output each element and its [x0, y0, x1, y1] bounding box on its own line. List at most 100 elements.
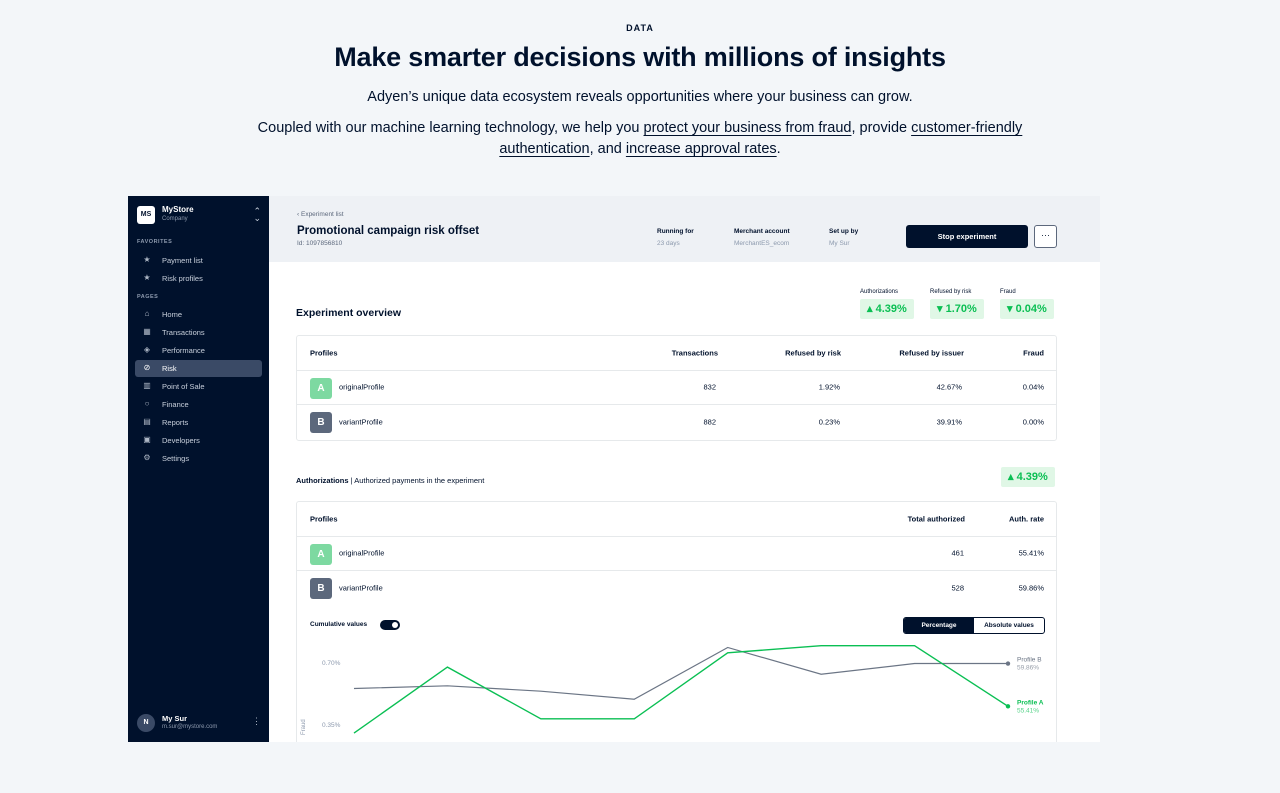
sidebar-item-settings[interactable]: ⚙ Settings: [135, 450, 262, 467]
kpi-label: Refused by risk: [930, 289, 972, 295]
kpi-refused-by-risk: Refused by risk ▾ 1.70%: [930, 289, 984, 319]
sidebar-item-transactions[interactable]: ▦ Transactions: [135, 324, 262, 341]
home-icon: ⌂: [144, 309, 150, 318]
auth-rate-cell: 55.41%: [1018, 548, 1044, 558]
meta-key: Set up by: [829, 228, 859, 235]
back-link[interactable]: ‹ Experiment list: [297, 211, 344, 218]
protect-fraud-link[interactable]: protect your business from fraud: [643, 120, 852, 136]
sidebar-item-performance[interactable]: ◈ Performance: [135, 342, 262, 359]
profile-badge: B: [310, 412, 332, 433]
sidebar-item-developers[interactable]: ▣ Developers: [135, 432, 262, 449]
star-icon: ★: [143, 273, 151, 282]
kpi-value: ▴ 4.39%: [1001, 467, 1055, 487]
stop-experiment-button[interactable]: Stop experiment: [906, 225, 1028, 248]
sidebar-item-risk-profiles[interactable]: ★ Risk profiles: [135, 270, 262, 287]
experiment-id: Id: 1097856810: [297, 240, 343, 247]
kpi-label: Fraud: [1000, 289, 1016, 295]
column-header: Refused by issuer: [899, 348, 964, 358]
series-line-profile-b: [353, 646, 1008, 700]
sidebar-item-label: Finance: [162, 400, 189, 409]
profile-name: variantProfile: [339, 417, 383, 427]
sidebar-item-risk[interactable]: ⊘ Risk: [135, 360, 262, 377]
series-name-label: Profile A: [1017, 699, 1044, 706]
sidebar-item-label: Settings: [162, 454, 190, 463]
refused-issuer-cell: 42.67%: [936, 382, 962, 392]
kpi-value: ▴ 4.39%: [860, 299, 914, 319]
store-type: Company: [162, 216, 188, 222]
document-icon: ▤: [143, 417, 151, 426]
chart-panel: Cumulative values Percentage Absolute va…: [296, 605, 1057, 742]
section-eyebrow: DATA: [626, 23, 654, 33]
profile-name: originalProfile: [339, 382, 385, 392]
series-line-profile-a: [353, 645, 1009, 734]
profile-badge: A: [310, 543, 332, 565]
approval-rates-link[interactable]: increase approval rates: [625, 141, 777, 157]
sidebar-item-label: Risk profiles: [162, 274, 203, 283]
transactions-cell: 832: [703, 382, 716, 392]
absolute-values-option[interactable]: Absolute values: [984, 622, 1034, 629]
back-link-label: Experiment list: [300, 211, 344, 218]
store-switcher[interactable]: MS MyStore Company ⌃ ⌄: [137, 205, 261, 225]
sidebar-item-payment-list[interactable]: ★ Payment list: [135, 252, 262, 269]
refused-risk-cell: 1.92%: [818, 382, 840, 392]
auth-rate-cell: 59.86%: [1018, 583, 1044, 593]
authorizations-subtitle: | Authorized payments in the experiment: [348, 476, 485, 485]
hero-body-text: Coupled with our machine learning techno…: [257, 120, 644, 136]
cumulative-values-toggle[interactable]: [380, 620, 400, 630]
table-row[interactable]: A originalProfile 832 1.92% 42.67% 0.04%: [297, 371, 1056, 405]
data-point: [1005, 704, 1011, 709]
store-icon: ▥: [143, 381, 151, 390]
table-header-row: Profiles Total authorized Auth. rate: [297, 502, 1056, 537]
hero-body: Coupled with our machine learning techno…: [240, 118, 1040, 160]
finance-icon: ○: [144, 399, 150, 408]
y-tick-label: 0.70%: [322, 660, 341, 667]
kpi-fraud: Fraud ▾ 0.04%: [1000, 289, 1054, 319]
series-end-value-label: 59.86%: [1017, 665, 1039, 672]
percentage-option[interactable]: Percentage: [904, 618, 974, 633]
toggle-knob: [392, 622, 398, 628]
sidebar-item-reports[interactable]: ▤ Reports: [135, 414, 262, 431]
hero-body-text: , and: [589, 141, 626, 157]
column-header: Fraud: [1023, 348, 1044, 358]
sidebar-item-label: Transactions: [162, 328, 205, 337]
sidebar-item-label: Performance: [162, 346, 205, 355]
table-row[interactable]: B variantProfile 882 0.23% 39.91% 0.00%: [297, 405, 1056, 440]
column-header: Auth. rate: [1008, 514, 1044, 524]
column-header: Refused by risk: [785, 348, 841, 358]
column-header: Profiles: [310, 514, 338, 524]
table-row[interactable]: A originalProfile 461 55.41%: [297, 537, 1056, 571]
user-account[interactable]: N My Sur m.sur@mystore.com ⋮: [137, 713, 261, 733]
y-tick-label: 0.35%: [322, 722, 341, 729]
sidebar-item-point-of-sale[interactable]: ▥ Point of Sale: [135, 378, 262, 395]
meta-value: My Sur: [829, 240, 850, 247]
app-screenshot: MS MyStore Company ⌃ ⌄ FAVORITES ★ Paymen…: [128, 196, 1100, 742]
hero-subtitle: Adyen’s unique data ecosystem reveals op…: [367, 89, 913, 105]
overview-table: Profiles Transactions Refused by risk Re…: [296, 335, 1057, 441]
avatar: N: [137, 714, 155, 732]
y-axis-label: Fraud: [301, 719, 307, 735]
chevron-left-icon: ‹: [297, 211, 301, 218]
shield-icon: ⊘: [143, 363, 151, 372]
customer-authentication-link[interactable]: customer-friendly authentication: [499, 120, 1023, 157]
sidebar-item-label: Risk: [162, 364, 177, 373]
fraud-cell: 0.04%: [1022, 382, 1044, 392]
sidebar-item-label: Reports: [162, 418, 189, 427]
sidebar-item-home[interactable]: ⌂ Home: [135, 306, 262, 323]
profile-badge: B: [310, 578, 332, 599]
data-point: [1005, 661, 1011, 666]
kebab-menu-icon[interactable]: ⋮: [252, 716, 261, 726]
fraud-cell: 0.00%: [1022, 417, 1044, 427]
meta-set-up-by: Set up by My Sur: [829, 228, 858, 247]
sidebar-item-label: Home: [162, 310, 183, 319]
profile-name: variantProfile: [339, 583, 383, 593]
meta-value: MerchantES_ecom: [734, 240, 790, 247]
performance-icon: ◈: [143, 345, 151, 354]
sidebar-item-label: Point of Sale: [162, 382, 205, 391]
user-name: My Sur: [162, 714, 188, 723]
sidebar-item-finance[interactable]: ○ Finance: [135, 396, 262, 413]
table-row[interactable]: B variantProfile 528 59.86%: [297, 571, 1056, 606]
line-chart: 0.70% 0.35% Fraud Profile B59.86% Profile A5…: [301, 645, 1044, 735]
more-options-button[interactable]: ···: [1034, 225, 1057, 248]
meta-running-for: Running for 23 days: [657, 228, 694, 247]
kpi-label: Authorizations: [860, 289, 899, 295]
